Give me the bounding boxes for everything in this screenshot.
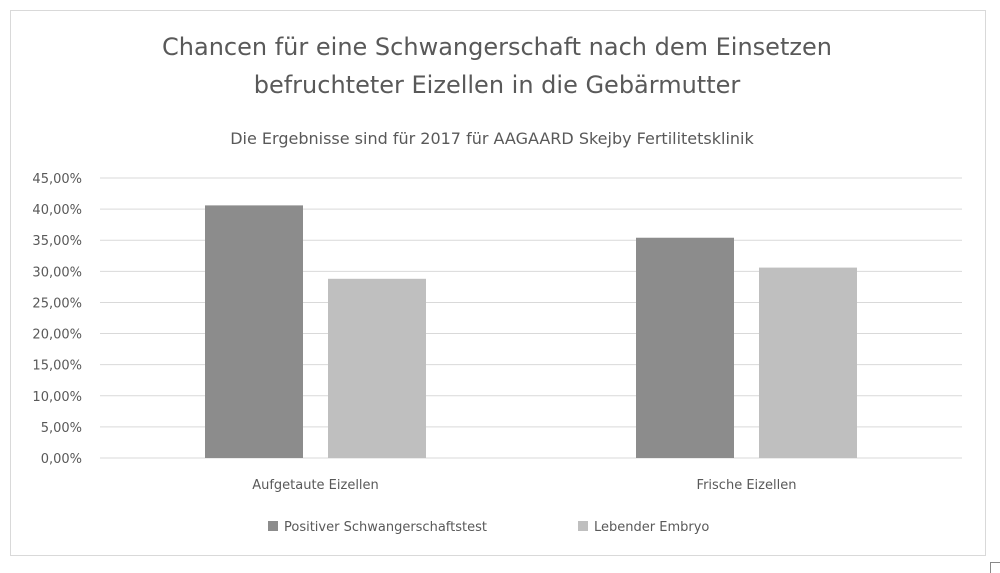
bar [205, 205, 303, 458]
chart-title-line-2: befruchteter Eizellen in die Gebärmutter [254, 71, 741, 99]
chart-title-line-1: Chancen für eine Schwangerschaft nach de… [162, 33, 832, 61]
bar [759, 267, 857, 458]
x-category-label: Aufgetaute Eizellen [252, 478, 379, 493]
legend-swatch [268, 521, 278, 531]
legend-swatch [578, 521, 588, 531]
x-category-label: Frische Eizellen [697, 478, 797, 493]
y-tick-label: 5,00% [41, 421, 82, 436]
y-tick-label: 25,00% [32, 296, 82, 311]
y-tick-label: 30,00% [32, 265, 82, 280]
chart-subtitle: Die Ergebnisse sind für 2017 für AAGAARD… [230, 129, 754, 148]
y-tick-label: 45,00% [32, 172, 82, 187]
y-tick-label: 0,00% [41, 452, 82, 467]
resize-handle[interactable] [990, 562, 1000, 573]
y-tick-label: 15,00% [32, 359, 82, 374]
bars [205, 205, 857, 458]
legend-label: Lebender Embryo [594, 520, 709, 535]
y-tick-label: 10,00% [32, 390, 82, 405]
legend-label: Positiver Schwangerschaftstest [284, 520, 487, 535]
x-axis-category-labels: Aufgetaute Eizellen Frische Eizellen [252, 478, 796, 493]
y-axis-tick-labels: 0,00% 5,00% 10,00% 15,00% 20,00% 25,00% 30,00%… [32, 172, 82, 467]
y-tick-label: 40,00% [32, 203, 82, 218]
bar [328, 278, 426, 458]
bar [636, 237, 734, 458]
legend: Positiver Schwangerschaftstest Lebender E… [268, 520, 709, 535]
y-tick-label: 35,00% [32, 234, 82, 249]
y-tick-label: 20,00% [32, 328, 82, 343]
